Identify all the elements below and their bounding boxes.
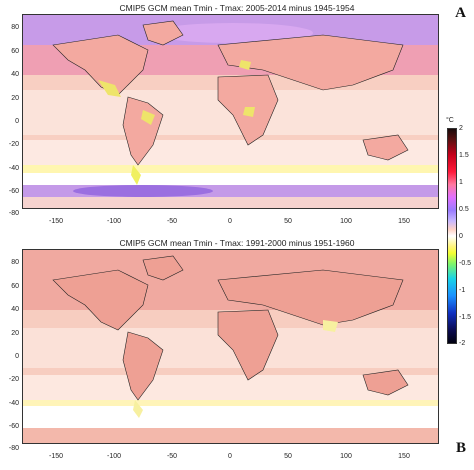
x-tick: 100 (340, 218, 352, 225)
x-tick: 50 (284, 453, 292, 460)
map-panel-b (22, 249, 439, 444)
x-tick: 0 (228, 218, 232, 225)
y-tick: -80 (8, 210, 19, 217)
colorbar (447, 128, 457, 344)
y-tick: 60 (11, 283, 19, 290)
colorbar-tick: 0.5 (459, 206, 469, 213)
map-panel-a (22, 14, 439, 209)
colorbar-tick: 1 (459, 179, 463, 186)
panel-title: CMIP5 GCM mean Tmin - Tmax: 2005-2014 mi… (119, 3, 355, 13)
x-tick: -150 (48, 453, 63, 460)
y-tick: 40 (11, 306, 19, 313)
colorbar-tick: -2 (459, 340, 466, 347)
panel-label: B (455, 440, 466, 456)
y-tick: 80 (11, 24, 19, 31)
panel-a: CMIP5 GCM mean Tmin - Tmax: 2005-2014 mi… (8, 3, 466, 225)
y-tick: 40 (11, 71, 19, 78)
y-tick: -60 (8, 188, 19, 195)
y-tick: 20 (11, 95, 19, 102)
y-tick: -40 (8, 400, 19, 407)
x-tick: -100 (106, 218, 121, 225)
colorbar-tick: -1 (459, 287, 466, 294)
x-tick: -100 (106, 453, 121, 460)
colorbar-tick: -0.5 (459, 260, 472, 267)
x-tick: 150 (398, 453, 410, 460)
x-tick: -150 (48, 218, 63, 225)
x-tick: 150 (398, 218, 410, 225)
y-tick: -80 (8, 445, 19, 452)
x-tick: 0 (228, 453, 232, 460)
colorbar-tick: 2 (459, 125, 463, 132)
colorbar-tick: 1.5 (459, 152, 469, 159)
x-tick: 100 (340, 453, 352, 460)
x-tick: 50 (284, 218, 292, 225)
y-tick: 0 (15, 118, 19, 125)
y-tick: 0 (15, 353, 19, 360)
y-tick: -40 (8, 165, 19, 172)
panel-title: CMIP5 GCM mean Tmin - Tmax: 1991-2000 mi… (119, 238, 355, 248)
y-tick: -20 (8, 141, 19, 148)
y-tick: -20 (8, 376, 19, 383)
colorbar-tick: -1.5 (459, 314, 472, 321)
y-tick: 60 (11, 48, 19, 55)
y-tick: 80 (11, 259, 19, 266)
panel-label: A (455, 5, 466, 21)
y-tick: -60 (8, 423, 19, 430)
x-tick: -50 (166, 218, 178, 225)
y-tick: 20 (11, 330, 19, 337)
panel-b: CMIP5 GCM mean Tmin - Tmax: 1991-2000 mi… (0, 235, 474, 470)
colorbar-unit: °C (446, 117, 454, 124)
x-tick: -50 (166, 453, 178, 460)
colorbar-tick: 0 (459, 233, 463, 240)
